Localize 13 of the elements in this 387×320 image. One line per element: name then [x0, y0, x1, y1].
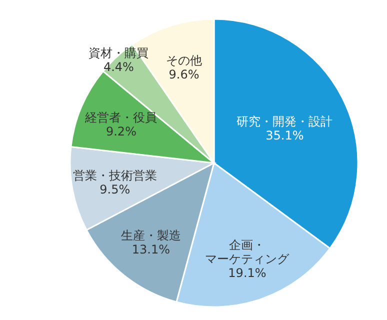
data-label: 13.1%: [132, 242, 170, 257]
slice-label: 経営者・役員: [84, 110, 158, 125]
slice-label: その他: [166, 54, 202, 68]
slice-label: 企画・マーケティング: [205, 238, 290, 266]
slice-label: 生産・製造: [120, 228, 181, 243]
slice-label: 営業・技術営業: [72, 168, 157, 183]
data-label: 9.2%: [106, 124, 136, 139]
data-label: 9.5%: [100, 182, 130, 197]
data-label: 19.1%: [228, 266, 266, 280]
slice-label: 資材・購買: [88, 46, 149, 60]
slice-label: 研究・開発・設計: [236, 114, 333, 128]
data-label: 35.1%: [266, 128, 304, 142]
data-label: 9.6%: [168, 68, 200, 82]
